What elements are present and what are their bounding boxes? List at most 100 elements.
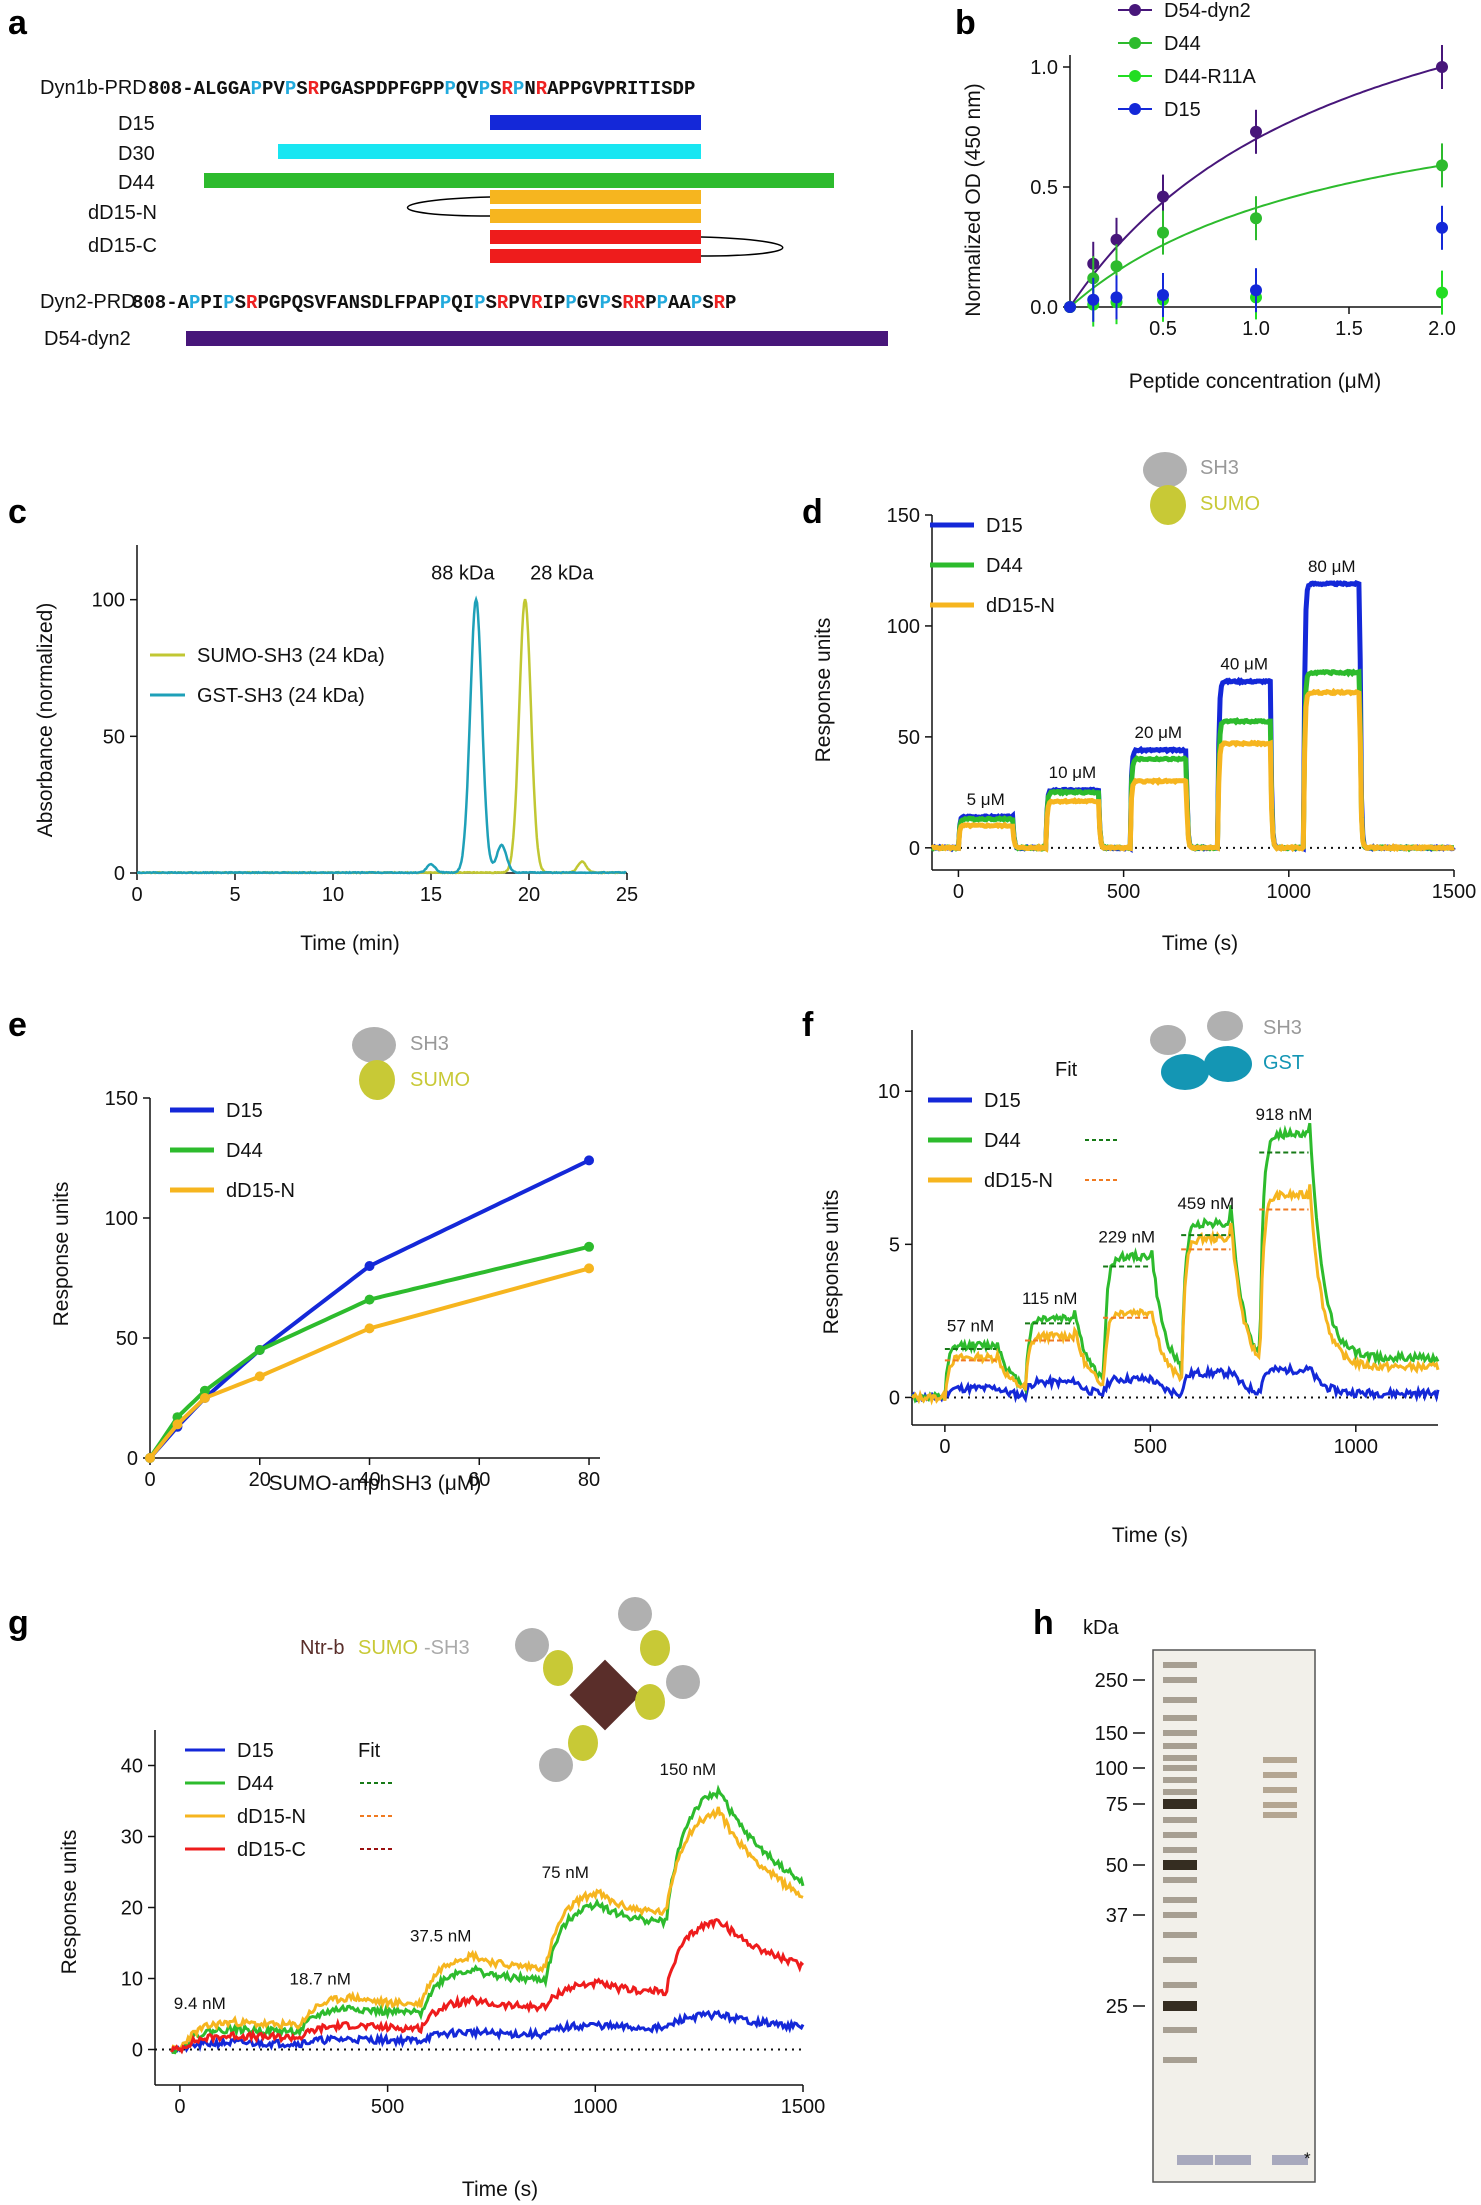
y-tick-label: 0 (909, 838, 920, 860)
sequence-segment: P (691, 292, 702, 314)
bsumo-shape (640, 1630, 670, 1666)
x-tick-label: 60 (468, 1469, 490, 1491)
gel-dye-front (1215, 2155, 1251, 2165)
gel-band (1163, 1817, 1197, 1823)
x-tick-label: 0 (174, 2096, 185, 2118)
sequence-segment: S (486, 292, 497, 314)
legend-label: dD15-N (237, 1806, 306, 1828)
panel-h: h kDa 250 150 100 75 50 37 25 * (1033, 1604, 1316, 2183)
molecular-weight-marker: 250 (1095, 1670, 1128, 1692)
concentration-label: 229 nM (1098, 1228, 1155, 1247)
peak-label: 28 kDa (530, 563, 594, 585)
legend-label: D44 (237, 1773, 274, 1795)
data-point (1436, 159, 1448, 172)
sequence-segment: PV (262, 78, 285, 100)
gel-band (1263, 1787, 1297, 1793)
gel-bands (1163, 1662, 1308, 2165)
legend-label: D44 (1164, 33, 1201, 55)
molecular-weight-marker: 37 (1106, 1905, 1128, 1927)
panel-c-letter: c (8, 493, 27, 531)
legend-label: D15 (1164, 99, 1201, 121)
gel-band (1163, 2057, 1197, 2063)
peptide-bar-dd15-n-top (490, 190, 701, 204)
sequence-segment: R (536, 78, 548, 100)
fit-legend-title: Fit (358, 1740, 381, 1762)
gel-band (1163, 1957, 1197, 1963)
concentration-label: 37.5 nM (410, 1927, 471, 1946)
sequence-segment: 808-ALGGA (148, 78, 251, 100)
data-point (199, 1385, 210, 1396)
sumo-label: SUMO (358, 1637, 418, 1659)
data-point (254, 1345, 265, 1355)
sequence-segment: APPGVPRITISDP (547, 78, 695, 100)
gel-band (1163, 1755, 1197, 1761)
panel-b-ylabel: Normalized OD (450 nm) (962, 83, 985, 316)
gel-asterisk: * (1304, 2149, 1311, 2168)
chromatogram-line (136, 595, 627, 875)
panel-d: d SH3 SUMO 0 500 1000 1500 0 50 100 150 5 μM 10 μ… (802, 452, 1476, 955)
sequence-segment: PI (200, 292, 223, 314)
data-point (584, 1155, 595, 1166)
gel-band (1163, 2001, 1197, 2011)
sequence-segment: S (490, 78, 501, 100)
panel-g: g Ntr-b SUMO -SH3 0 500 1000 1500 0 10 20 30 40 9… (8, 1597, 825, 2201)
x-tick-label: 1500 (1432, 881, 1477, 903)
dd15-c-linker (700, 236, 784, 257)
sequence-segment: P (565, 292, 576, 314)
bsumo-shape (543, 1650, 573, 1686)
data-point (1110, 233, 1123, 246)
data-point (1436, 286, 1448, 299)
x-tick-label: 0.5 (1149, 318, 1177, 340)
sensorgram-trace (170, 1806, 804, 2053)
sequence-segment: P (251, 78, 262, 100)
sequence-segment: P (285, 78, 296, 100)
panel-f: f SH3 GST 0 500 1000 0 5 10 57 nM 115 nM 229 nM 4… (802, 1006, 1440, 1547)
data-point (584, 1241, 595, 1252)
sequence-segment: P (440, 292, 451, 314)
x-tick-label: 1.5 (1335, 318, 1363, 340)
panel-a-letter: a (8, 4, 28, 42)
panel-d-legend: D15 D44 dD15-N (930, 515, 1055, 617)
panel-e-legend: D15 D44 dD15-N (170, 1100, 295, 1202)
concentration-label: 80 μM (1308, 557, 1356, 576)
panel-f-ylabel: Response units (820, 1190, 843, 1335)
panel-b-axes: 0.5 1.0 1.5 2.0 0.0 0.5 1.0 (1030, 45, 1456, 340)
concentration-label: 40 μM (1220, 654, 1268, 673)
bsumo-shape (568, 1725, 598, 1761)
concentration-label: 459 nM (1177, 1194, 1234, 1213)
x-tick-label: 25 (616, 884, 638, 906)
sensorgram-trace (910, 1361, 1440, 1404)
panel-e-letter: e (8, 1006, 27, 1044)
data-point (1436, 61, 1448, 73)
data-point (1250, 212, 1262, 225)
peptide-bar-d30 (278, 144, 701, 159)
sequence-segment: S (296, 78, 307, 100)
y-tick-label: 30 (121, 1827, 143, 1849)
sh3-shape (666, 1665, 700, 1699)
panel-c-ylabel: Absorbance (normalized) (34, 603, 57, 838)
sequence-segment: QV (456, 78, 479, 100)
panel-f-xlabel: Time (s) (1112, 1524, 1188, 1547)
panel-e-axes: 0 20 40 60 80 0 50 100 150 (105, 1088, 601, 1491)
panel-g-legend: D15 D44 dD15-N dD15-C Fit (185, 1740, 392, 1861)
dd15-n-linker (406, 196, 491, 217)
legend-label: D44-R11A (1164, 66, 1257, 88)
sh3-domain-shape (352, 1027, 396, 1063)
panel-f-axes: 0 500 1000 0 5 10 57 nM 115 nM 229 nM 459 nM 918 n… (878, 1030, 1440, 1458)
gel-band (1163, 1897, 1197, 1903)
y-tick-label: 100 (105, 1208, 138, 1230)
sequence-segment: P (513, 78, 524, 100)
panel-e-xlabel: SUMO-amphSH3 (μM) (269, 1472, 482, 1495)
sequence-segment: R (497, 292, 509, 314)
x-tick-label: 2.0 (1428, 318, 1456, 340)
sequence-segment: AA (668, 292, 691, 314)
sh3-shape (618, 1597, 652, 1631)
sequence-segment: R (714, 292, 726, 314)
concentration-label: 9.4 nM (174, 1994, 226, 2013)
y-tick-label: 0.5 (1030, 177, 1058, 199)
sumo-domain-shape (359, 1060, 395, 1100)
ntr-core-shape (569, 1659, 641, 1731)
legend-label: D44 (984, 1130, 1021, 1152)
y-tick-label: 10 (878, 1081, 900, 1103)
gel-dye-front (1272, 2155, 1308, 2165)
